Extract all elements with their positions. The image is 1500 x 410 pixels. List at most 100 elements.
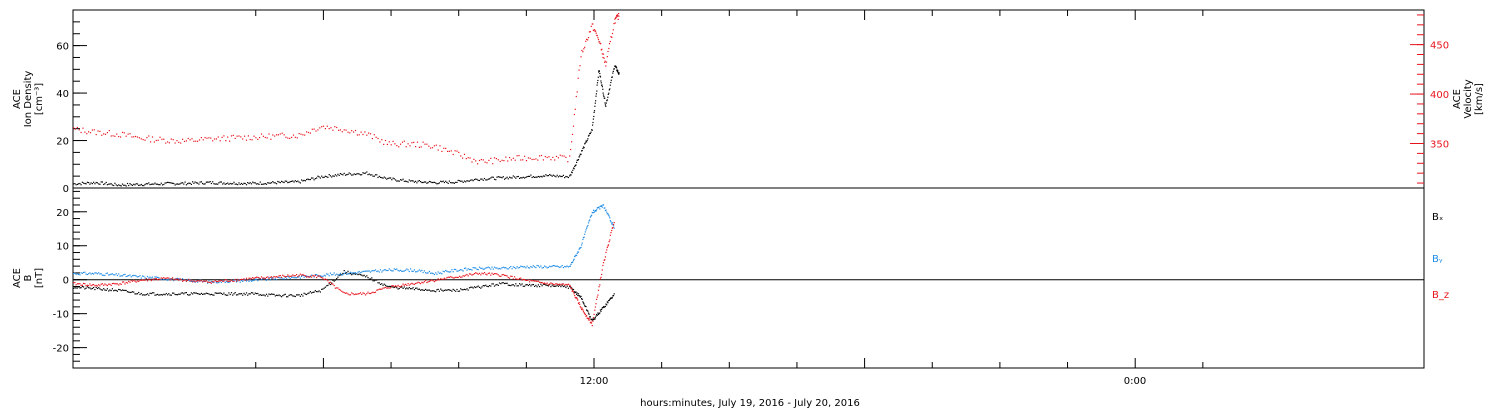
velocity-point bbox=[584, 46, 586, 48]
velocity-point bbox=[232, 134, 234, 136]
by-point bbox=[384, 269, 387, 271]
density-point bbox=[431, 181, 433, 184]
bx-point bbox=[141, 294, 144, 296]
by-point bbox=[210, 280, 212, 283]
density-point bbox=[268, 182, 270, 184]
by-point bbox=[418, 269, 420, 271]
velocity-point bbox=[202, 139, 204, 141]
density-point bbox=[351, 174, 353, 176]
by-point bbox=[430, 272, 432, 274]
by-point bbox=[590, 215, 592, 217]
by-point bbox=[531, 266, 533, 268]
density-point bbox=[281, 180, 283, 182]
bz-point bbox=[386, 287, 388, 289]
by-point bbox=[278, 277, 280, 279]
bz-point bbox=[401, 285, 403, 287]
density-tick-label: 40 bbox=[56, 89, 69, 100]
bz-point bbox=[428, 280, 430, 282]
bz-point bbox=[279, 275, 281, 277]
bz-point bbox=[412, 283, 414, 285]
bx-point bbox=[502, 282, 504, 284]
bz-point bbox=[579, 303, 581, 305]
bx-point bbox=[382, 284, 384, 286]
bx-point bbox=[214, 292, 216, 294]
by-point bbox=[88, 273, 90, 275]
by-point bbox=[308, 276, 310, 278]
bx-point bbox=[282, 295, 284, 297]
velocity-point bbox=[605, 61, 608, 63]
bz-point bbox=[436, 279, 438, 281]
by-point bbox=[189, 279, 191, 281]
bz-point bbox=[289, 275, 291, 277]
bx-point bbox=[559, 284, 561, 286]
bz-point bbox=[541, 282, 543, 284]
bx-point bbox=[80, 287, 82, 289]
by-point bbox=[347, 273, 349, 275]
bx-point bbox=[408, 287, 410, 289]
bz-point bbox=[388, 287, 390, 289]
bz-point bbox=[603, 259, 605, 261]
b-tick-label: -20 bbox=[53, 344, 69, 355]
bx-point bbox=[292, 295, 294, 297]
by-point bbox=[416, 271, 418, 273]
bx-point bbox=[189, 294, 191, 296]
by-point bbox=[585, 229, 587, 231]
velocity-point bbox=[575, 95, 577, 98]
velocity-point bbox=[332, 129, 334, 131]
density-point bbox=[594, 102, 596, 104]
bottom-panel-frame bbox=[72, 187, 1425, 369]
bz-point bbox=[84, 283, 86, 285]
bz-point bbox=[358, 293, 360, 295]
density-point bbox=[224, 183, 226, 185]
bx-point bbox=[342, 272, 344, 274]
bz-point bbox=[238, 279, 240, 282]
density-point bbox=[597, 79, 599, 82]
bx-point bbox=[159, 294, 161, 296]
velocity-point bbox=[225, 140, 227, 142]
bz-point bbox=[273, 276, 275, 278]
by-point bbox=[610, 221, 612, 223]
bz-point bbox=[505, 274, 507, 277]
density-point bbox=[572, 169, 574, 171]
velocity-point bbox=[522, 159, 524, 161]
bx-point bbox=[177, 294, 179, 296]
by-point bbox=[552, 265, 554, 267]
by-point bbox=[327, 273, 329, 275]
density-point bbox=[279, 182, 281, 184]
density-point bbox=[500, 176, 502, 178]
density-point bbox=[517, 175, 519, 178]
density-point bbox=[577, 159, 580, 161]
velocity-point bbox=[390, 144, 392, 146]
density-point bbox=[373, 175, 375, 177]
bz-point bbox=[572, 289, 574, 291]
density-point bbox=[596, 82, 599, 84]
density-point bbox=[473, 178, 476, 181]
velocity-point bbox=[407, 143, 409, 145]
density-point bbox=[602, 88, 604, 90]
bz-point bbox=[263, 277, 265, 279]
bz-point bbox=[410, 283, 412, 285]
by-point bbox=[213, 282, 215, 284]
velocity-point bbox=[268, 133, 270, 135]
bz-point bbox=[557, 283, 559, 286]
by-point bbox=[235, 281, 238, 283]
bz-point bbox=[331, 283, 333, 285]
density-point bbox=[608, 89, 610, 91]
by-point bbox=[292, 276, 294, 278]
bx-point bbox=[611, 297, 613, 299]
bz-point bbox=[138, 280, 140, 282]
by-point bbox=[574, 255, 576, 257]
density-point bbox=[179, 183, 181, 185]
by-point bbox=[135, 275, 137, 277]
by-point bbox=[341, 274, 343, 276]
density-point bbox=[172, 182, 174, 184]
by-point bbox=[248, 280, 250, 282]
bz-point bbox=[465, 274, 467, 276]
bx-point bbox=[541, 285, 543, 287]
bx-point bbox=[195, 292, 197, 294]
bx-point bbox=[273, 293, 275, 295]
by-point bbox=[100, 273, 102, 275]
bz-point bbox=[348, 294, 350, 296]
bz-point bbox=[407, 283, 409, 285]
